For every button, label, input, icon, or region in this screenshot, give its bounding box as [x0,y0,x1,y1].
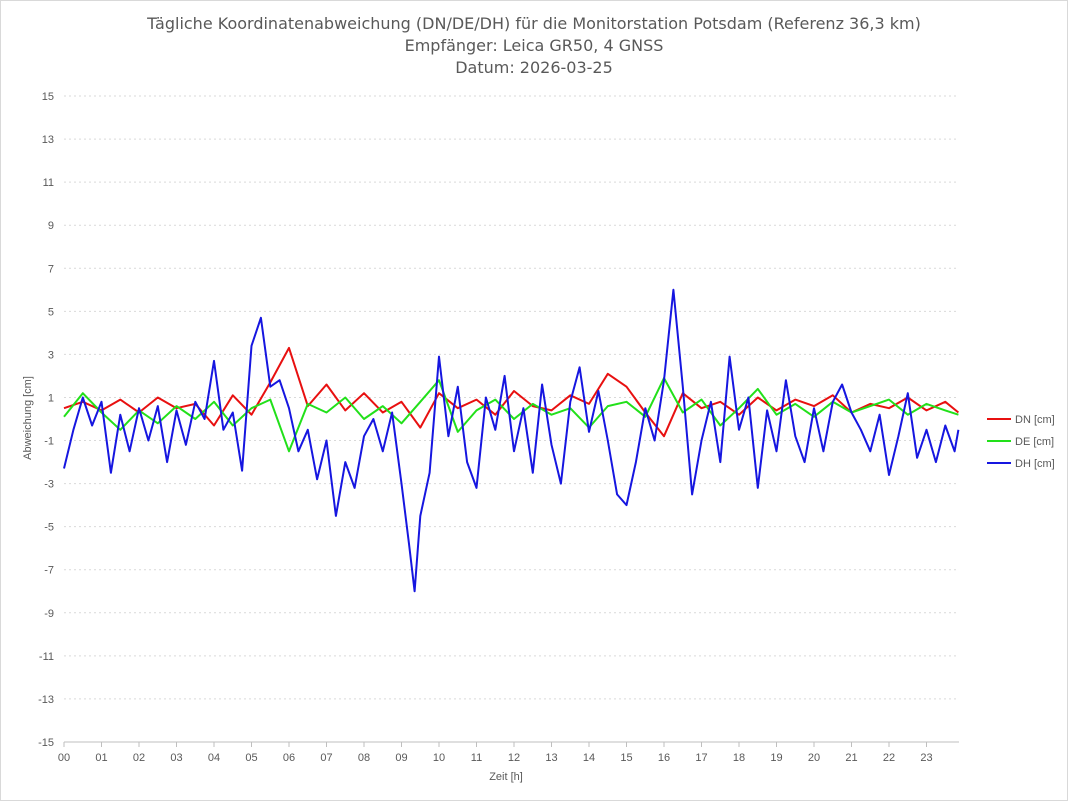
x-tick-label: 01 [95,752,107,764]
chart-title-line-3: Datum: 2026-03-25 [455,58,613,77]
x-tick-label: 10 [433,752,445,764]
x-axis-ticks: 00 01 02 03 04 05 06 07 08 09 10 11 12 13 14 15 16 17 18 19… [58,742,933,764]
series-line-1 [63,377,959,453]
legend: DN [cm] DE [cm] DH [cm] [987,414,1055,470]
y-tick-label: -15 [38,737,54,749]
y-axis-label: Abweichung [cm] [22,376,34,460]
legend-label-2: DH [cm] [1015,458,1055,470]
legend-label-0: DN [cm] [1015,414,1055,426]
y-tick-label: -13 [38,694,54,706]
chart-title: Tägliche Koordinatenabweichung (DN/DE/DH… [146,14,921,77]
x-tick-label: 09 [395,752,407,764]
y-tick-label: 13 [42,134,54,146]
y-tick-label: -3 [44,479,54,491]
x-tick-label: 22 [883,752,895,764]
x-tick-label: 21 [845,752,857,764]
x-tick-label: 16 [658,752,670,764]
x-tick-label: 23 [920,752,932,764]
x-tick-label: 05 [245,752,257,764]
y-tick-label: -11 [39,651,54,663]
x-tick-label: 15 [620,752,632,764]
y-tick-label: -7 [44,565,54,577]
x-tick-label: 18 [733,752,745,764]
x-tick-label: 20 [808,752,820,764]
y-tick-label: 11 [43,177,54,189]
x-tick-label: 08 [358,752,370,764]
x-tick-label: 14 [583,752,595,764]
x-tick-label: 03 [170,752,182,764]
x-axis-label: Zeit [h] [489,771,523,783]
y-tick-label: -5 [44,522,54,534]
y-tick-label: 9 [48,220,54,232]
y-tick-label: -9 [44,608,54,620]
series-line-2 [63,288,960,593]
x-tick-label: 02 [133,752,145,764]
y-tick-label: -1 [44,436,54,448]
y-tick-label: 15 [42,91,54,103]
x-tick-label: 19 [770,752,782,764]
y-tick-label: 7 [48,263,54,275]
y-tick-label: 3 [48,349,54,361]
chart-title-line-1: Tägliche Koordinatenabweichung (DN/DE/DH… [146,14,921,33]
x-tick-label: 04 [208,752,220,764]
legend-label-1: DE [cm] [1015,436,1054,448]
series-lines [63,288,960,593]
x-tick-label: 12 [508,752,520,764]
y-tick-label: 1 [48,392,54,404]
x-tick-label: 17 [695,752,707,764]
x-tick-label: 11 [471,752,482,764]
x-tick-label: 07 [320,752,332,764]
y-tick-label: 5 [48,306,54,318]
x-tick-label: 13 [545,752,557,764]
chart-title-line-2: Empfänger: Leica GR50, 4 GNSS [405,36,664,55]
gridlines [64,95,959,743]
x-tick-label: 00 [58,752,70,764]
series-line-0 [63,346,960,438]
x-tick-label: 06 [283,752,295,764]
